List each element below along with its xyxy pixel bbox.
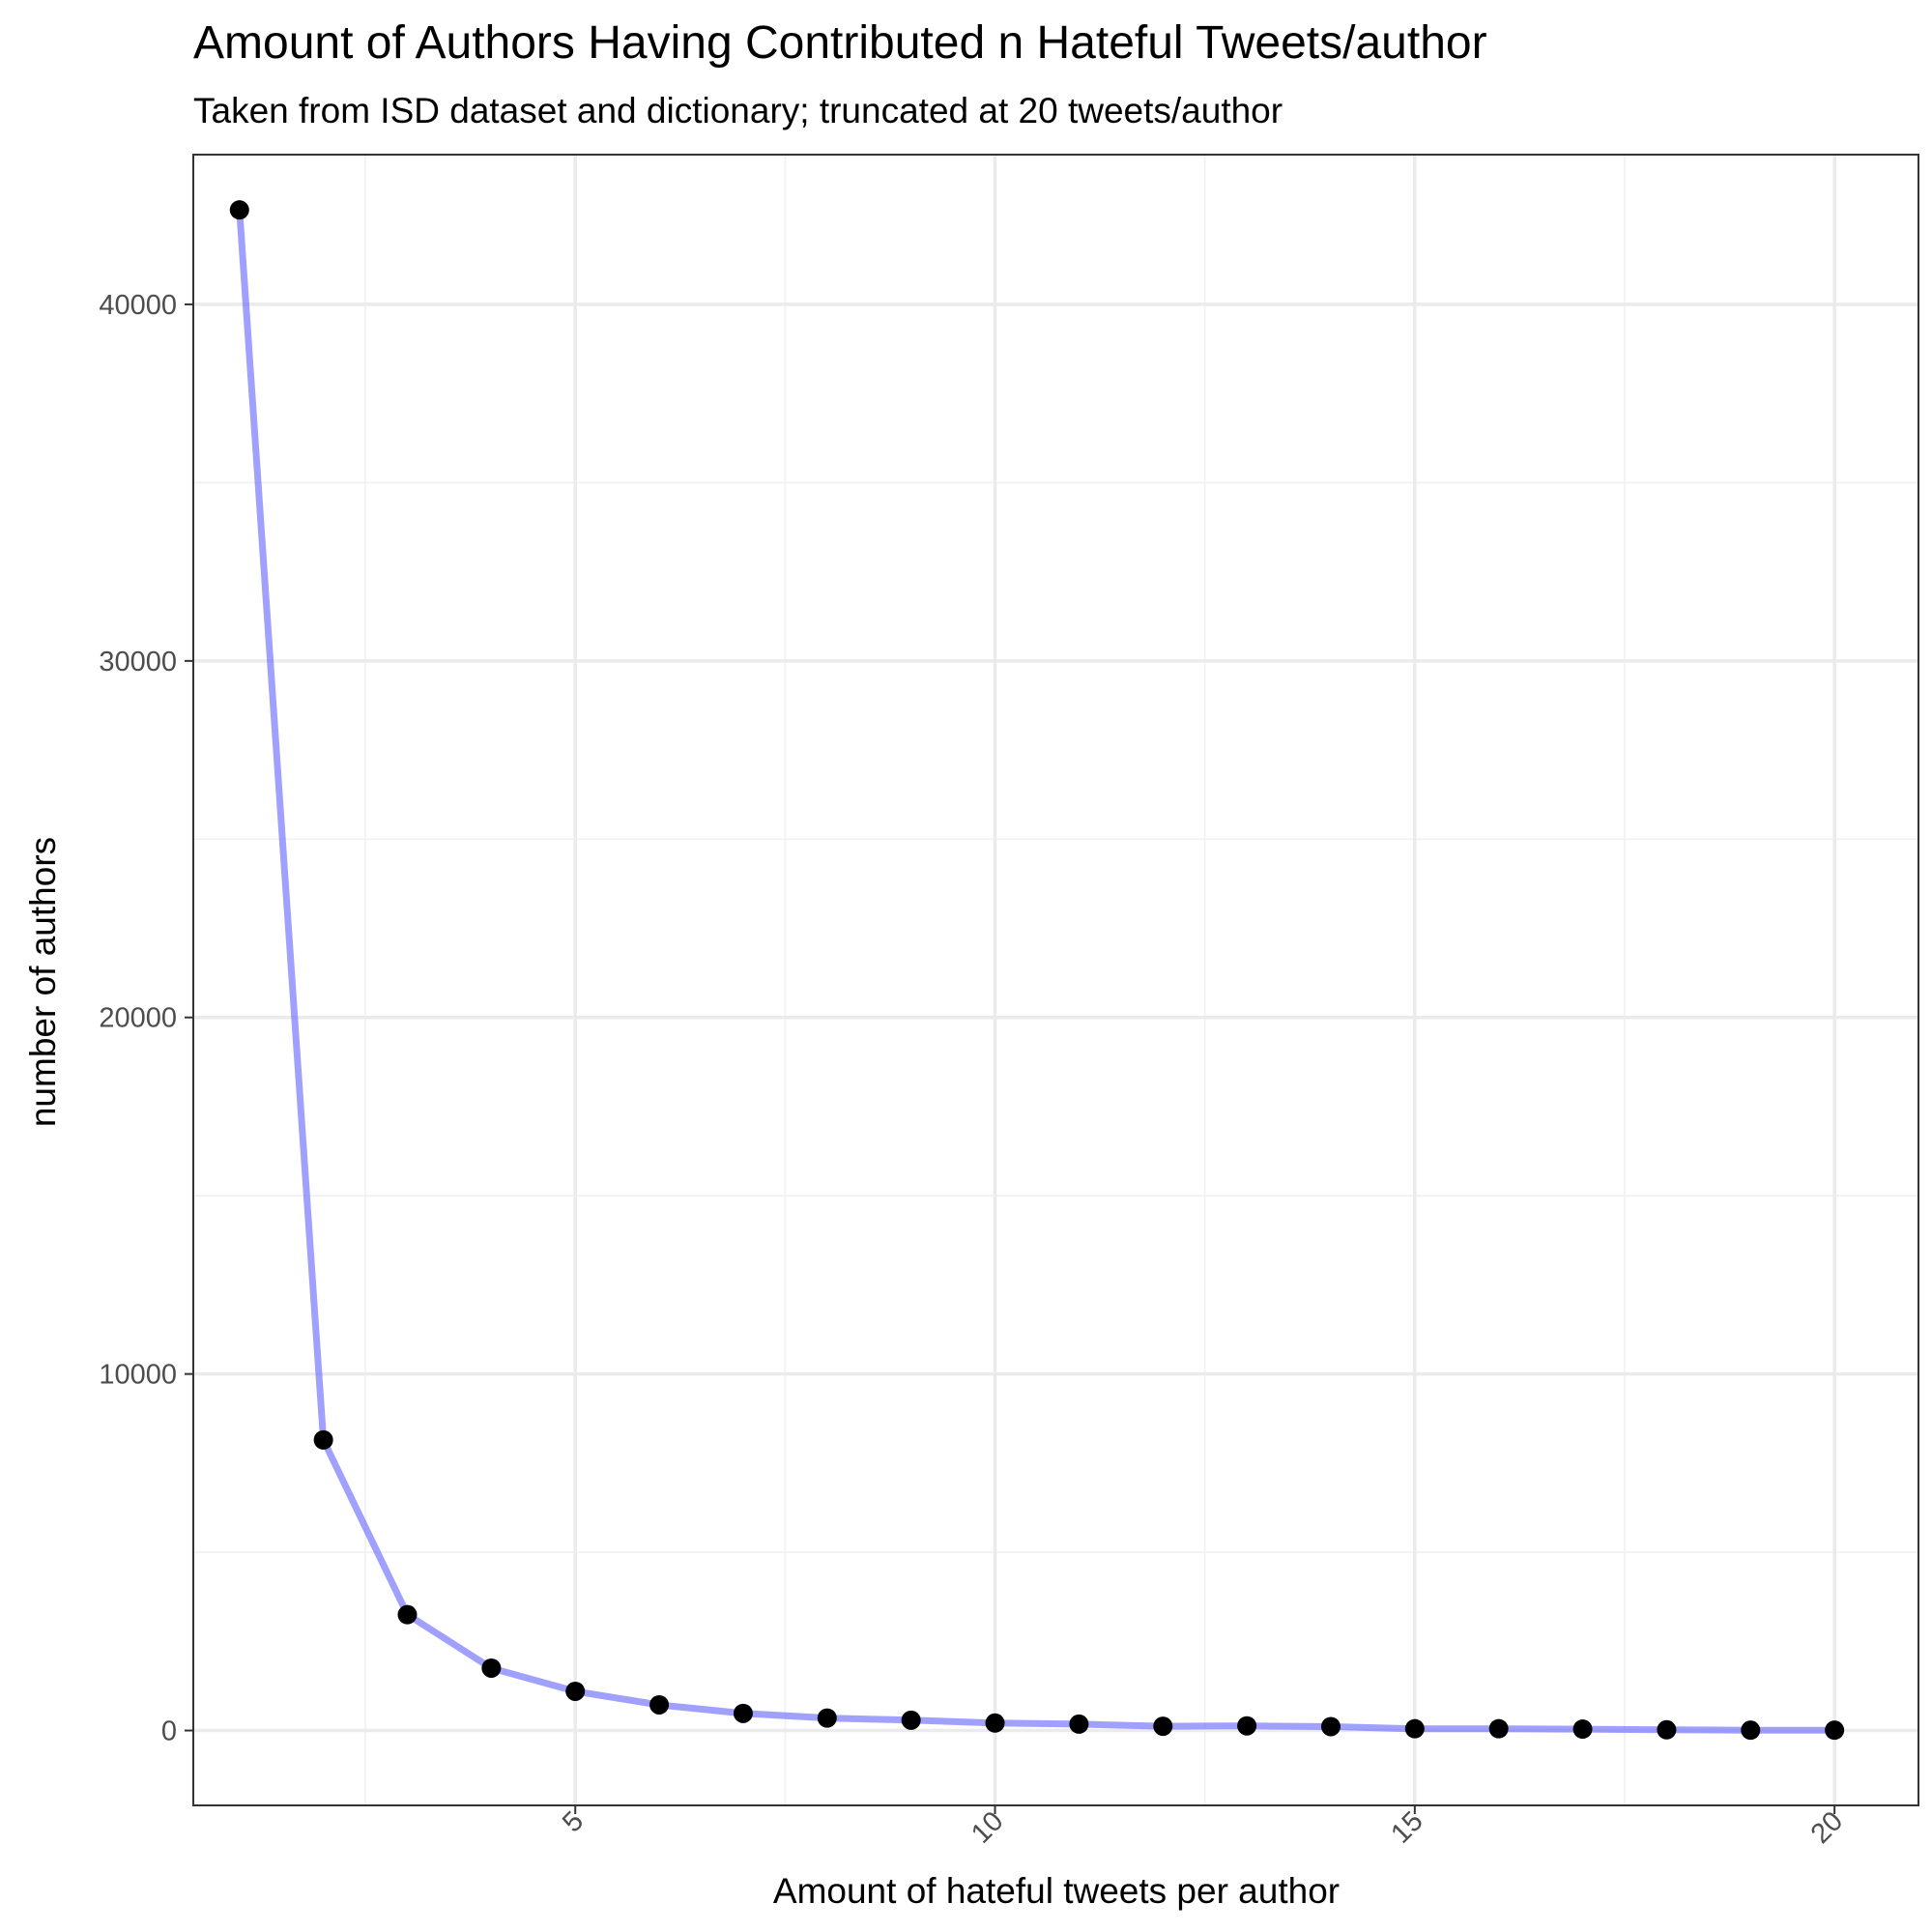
y-tick-label: 30000 (99, 647, 177, 678)
data-point (649, 1694, 670, 1715)
y-tick-label: 10000 (99, 1360, 177, 1391)
y-tick-label: 20000 (99, 1003, 177, 1034)
axis-ticks (185, 303, 1836, 1814)
data-point (1657, 1719, 1677, 1740)
minor-gridlines (193, 155, 1918, 1805)
major-gridlines (193, 155, 1918, 1805)
y-tick-labels: 0 10000 20000 30000 40000 (99, 290, 177, 1747)
series-line (236, 209, 1835, 1734)
data-point (1320, 1716, 1341, 1737)
plot-panel-border (192, 154, 1919, 1806)
data-point (1741, 1720, 1761, 1741)
y-tick-label: 40000 (99, 290, 177, 321)
data-point (1237, 1716, 1257, 1736)
data-point (985, 1713, 1005, 1733)
data-point (229, 200, 249, 220)
x-tick-label: 10 (966, 1805, 1009, 1849)
data-point (1153, 1716, 1173, 1737)
data-point (1572, 1719, 1593, 1740)
points-layer (229, 200, 1845, 1741)
data-point (1488, 1718, 1509, 1739)
series-layer (236, 209, 1835, 1734)
data-point (733, 1703, 753, 1723)
x-axis-title: Amount of hateful tweets per author (773, 1871, 1340, 1911)
data-point (1404, 1718, 1425, 1739)
data-point (901, 1710, 921, 1730)
data-point (481, 1658, 502, 1678)
chart-subtitle: Taken from ISD dataset and dictionary; t… (193, 91, 1283, 130)
data-point (313, 1429, 333, 1450)
x-tick-labels: 5 10 15 20 (557, 1805, 1849, 1849)
data-point (1069, 1714, 1089, 1734)
data-point (565, 1681, 586, 1701)
y-axis-title: number of authors (23, 837, 63, 1127)
chart-title: Amount of Authors Having Contributed n H… (193, 17, 1487, 69)
y-tick-label: 0 (161, 1716, 177, 1747)
data-point (1825, 1720, 1845, 1741)
data-point (397, 1604, 418, 1625)
x-tick-label: 20 (1805, 1805, 1849, 1849)
x-tick-label: 15 (1385, 1805, 1428, 1849)
data-point (817, 1708, 837, 1728)
x-tick-label: 5 (557, 1805, 590, 1838)
